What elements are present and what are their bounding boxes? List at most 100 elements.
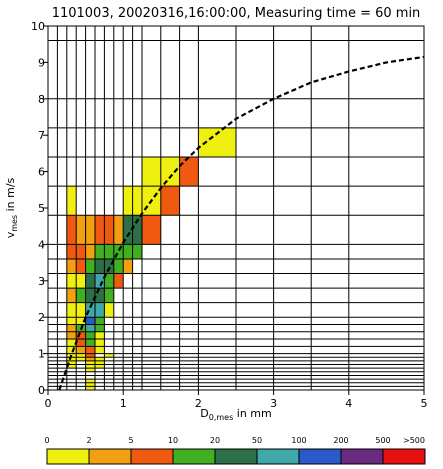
heatmap-cell (85, 360, 95, 365)
heatmap-cell (179, 157, 199, 187)
heatmap-cell (95, 364, 105, 369)
heatmap-cell (85, 324, 95, 332)
color-scale-swatch (298, 448, 342, 465)
color-scale-label: 100 (291, 436, 306, 445)
heatmap-cell (76, 353, 86, 358)
heatmap-cell (85, 357, 95, 361)
heatmap-cell (95, 324, 105, 332)
x-tick-label: 2 (195, 397, 202, 410)
heatmap-cell (142, 215, 161, 245)
heatmap-cell (95, 357, 105, 361)
color-scale-label: 10 (168, 436, 178, 445)
y-tick-label: 5 (38, 202, 45, 215)
heatmap-cell (76, 346, 86, 354)
color-scale-swatch (214, 448, 258, 465)
heatmap-cell (104, 288, 114, 303)
fit-curve (58, 55, 425, 391)
heatmap-cell (95, 317, 105, 325)
heatmap-cell (123, 244, 133, 259)
y-tick-label: 9 (38, 56, 45, 69)
color-scale-swatch (382, 448, 426, 465)
color-scale-swatch (340, 448, 384, 465)
color-scale-swatch (256, 448, 300, 465)
color-scale-label: 200 (333, 436, 348, 445)
x-tick-label: 3 (270, 397, 277, 410)
heatmap-cell (104, 302, 114, 318)
heatmap-cell (85, 379, 95, 383)
y-tick-label: 7 (38, 129, 45, 142)
heatmap-cell (85, 244, 95, 259)
heatmap-cell (85, 302, 95, 318)
heatmap-cell (132, 186, 142, 216)
heatmap-cell (66, 186, 77, 216)
heatmap-cell (66, 317, 77, 325)
heatmap-cell (66, 339, 77, 347)
axis-ticks: 0 1 2 3 4 5 0 1 2 3 4 5 6 7 8 9 10 (31, 20, 428, 410)
grid-lines (47, 25, 425, 391)
x-tick-label: 4 (345, 397, 352, 410)
heatmap-cell (95, 273, 105, 289)
heatmap-cell (85, 288, 95, 303)
heatmap-cell (113, 273, 124, 289)
heatmap-cell (132, 215, 142, 245)
heatmap-cell (123, 258, 133, 274)
color-scale-swatch (172, 448, 216, 465)
heatmap-cell (95, 331, 105, 340)
heatmap-cell (66, 357, 77, 361)
color-scale-swatch (46, 448, 90, 465)
heatmap-cell (123, 186, 133, 216)
color-scale-label: 2 (86, 436, 91, 445)
y-tick-label: 0 (38, 384, 45, 397)
heatmap-cell (85, 386, 95, 390)
heatmap-cell (66, 324, 77, 332)
heatmap-cell (104, 273, 114, 289)
heatmap-cell (85, 317, 95, 325)
x-axis-label: D0,mes in mm (200, 407, 271, 422)
heatmap-cell (95, 339, 105, 347)
heatmap-cell (76, 339, 86, 347)
heatmap-cell (132, 244, 142, 259)
heatmap-cell (85, 273, 95, 289)
heatmap-cell (113, 215, 124, 245)
heatmap-cell (76, 215, 86, 245)
color-scale-label: 500 (375, 436, 390, 445)
y-tick-label: 3 (38, 275, 45, 288)
heatmap-cell (160, 157, 180, 187)
heatmap-cell (85, 364, 95, 369)
heatmap-cell (66, 244, 77, 259)
heatmap-cell (76, 317, 86, 325)
heatmap-cell (85, 382, 95, 387)
color-scale-label: 50 (252, 436, 262, 445)
heatmap-cell (76, 244, 86, 259)
y-tick-label: 10 (31, 20, 45, 33)
heatmap-cell (104, 353, 114, 358)
heatmap-cell (104, 244, 114, 259)
heatmap-cell (66, 331, 77, 340)
heatmap-cell (95, 258, 105, 274)
heatmap-cell (85, 258, 95, 274)
color-scale-swatch (130, 448, 174, 465)
heatmap-cell (95, 302, 105, 318)
y-axis-label: vmes in m/s (4, 177, 19, 238)
heatmap-cell (76, 357, 86, 361)
heatmap-cell (85, 368, 95, 372)
heatmap-cell (104, 258, 114, 274)
heatmap-cell (85, 339, 95, 347)
y-tick-label: 2 (38, 311, 45, 324)
x-tick-label: 5 (421, 397, 428, 410)
color-scale-label: 0 (44, 436, 49, 445)
heatmap-cell (76, 302, 86, 318)
heatmap-cell (66, 360, 77, 365)
color-scale-legend: 0 2 5 10 20 50 100 200 500 >500 (44, 436, 426, 465)
y-tick-label: 4 (38, 238, 45, 251)
heatmap-cell (85, 353, 95, 358)
x-tick-label: 1 (120, 397, 127, 410)
heatmap-cell (104, 215, 114, 245)
y-tick-label: 8 (38, 93, 45, 106)
heatmap-cell (76, 273, 86, 289)
heatmap-cell (95, 215, 105, 245)
heatmap-cell (66, 302, 77, 318)
x-tick-label: 0 (45, 397, 52, 410)
heatmap-cell (66, 288, 77, 303)
